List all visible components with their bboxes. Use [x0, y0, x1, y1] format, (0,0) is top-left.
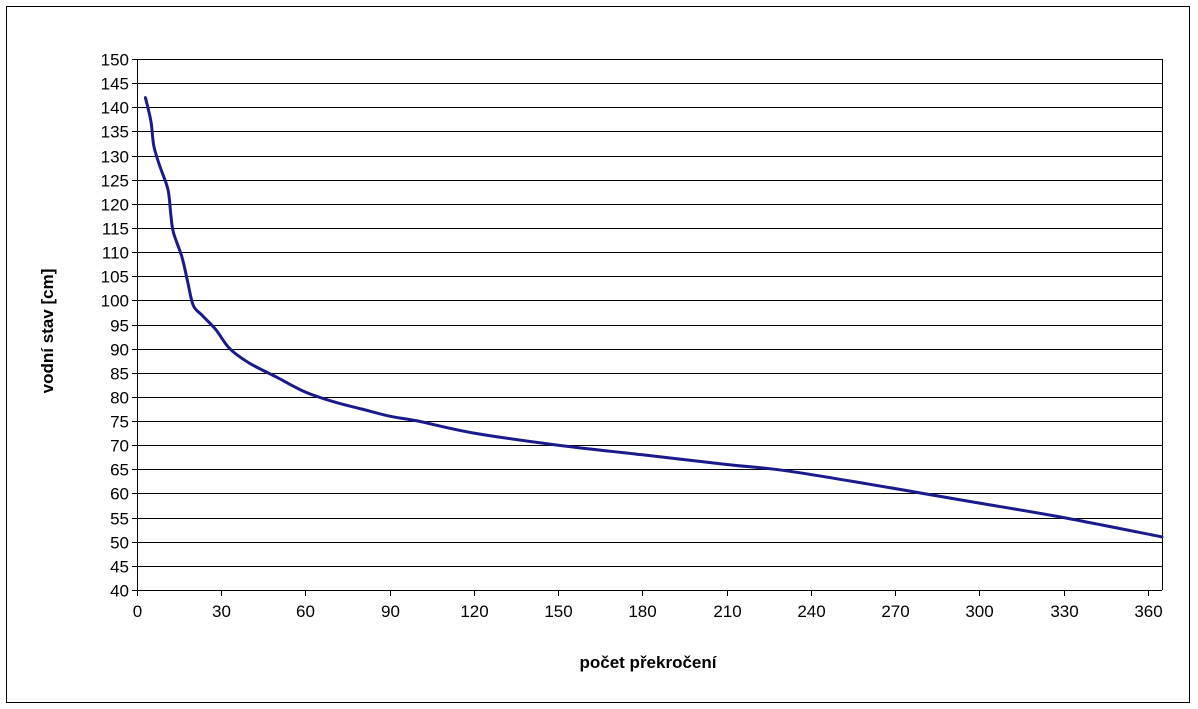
y-tick-label: 100	[101, 292, 129, 311]
y-tick-label: 85	[110, 365, 129, 384]
y-tick-label: 95	[110, 317, 129, 336]
x-tick-label: 90	[381, 602, 400, 621]
y-tick-label: 70	[110, 437, 129, 456]
x-tick-label: 210	[713, 602, 741, 621]
y-tick-label: 65	[110, 461, 129, 480]
y-tick-label: 90	[110, 341, 129, 360]
x-tick-label: 240	[797, 602, 825, 621]
y-tick-label: 60	[110, 485, 129, 504]
y-tick-label: 120	[101, 196, 129, 215]
y-tick-label: 45	[110, 558, 129, 577]
y-tick-label: 50	[110, 534, 129, 553]
x-tick-label: 270	[881, 602, 909, 621]
chart-frame	[6, 6, 1190, 703]
y-tick-label: 145	[101, 75, 129, 94]
y-tick-label: 140	[101, 99, 129, 118]
y-tick-label: 80	[110, 389, 129, 408]
series-line	[143, 96, 1164, 539]
y-tick-label: 55	[110, 510, 129, 529]
y-tick-label: 150	[101, 51, 129, 70]
y-tick-label: 135	[101, 123, 129, 142]
x-tick-label: 300	[965, 602, 993, 621]
x-tick-label: 30	[212, 602, 231, 621]
y-tick-label: 125	[101, 172, 129, 191]
x-tick-label: 360	[1134, 602, 1162, 621]
gridlines	[132, 59, 1162, 591]
y-tick-label: 115	[102, 220, 129, 239]
x-tick-label: 330	[1050, 602, 1078, 621]
y-tick-label: 40	[110, 582, 129, 601]
x-tick-label: 120	[460, 602, 488, 621]
axes	[137, 59, 1163, 596]
x-tick-label: 0	[133, 602, 142, 621]
x-tick-label: 150	[544, 602, 572, 621]
x-axis-title: počet překročení	[580, 653, 718, 672]
y-axis-title: vodní stav [cm]	[38, 269, 57, 394]
y-tick-label: 105	[101, 268, 129, 287]
x-tick-label: 180	[628, 602, 656, 621]
x-tick-label: 60	[296, 602, 315, 621]
series	[143, 96, 1164, 539]
tick-labels: 40 45 50 55 60 65 70 75 80 85 90 95 100 105 110 115 120 1…	[101, 51, 1163, 622]
y-tick-label: 75	[110, 413, 129, 432]
y-tick-label: 130	[101, 148, 129, 167]
y-tick-label: 110	[102, 244, 129, 263]
